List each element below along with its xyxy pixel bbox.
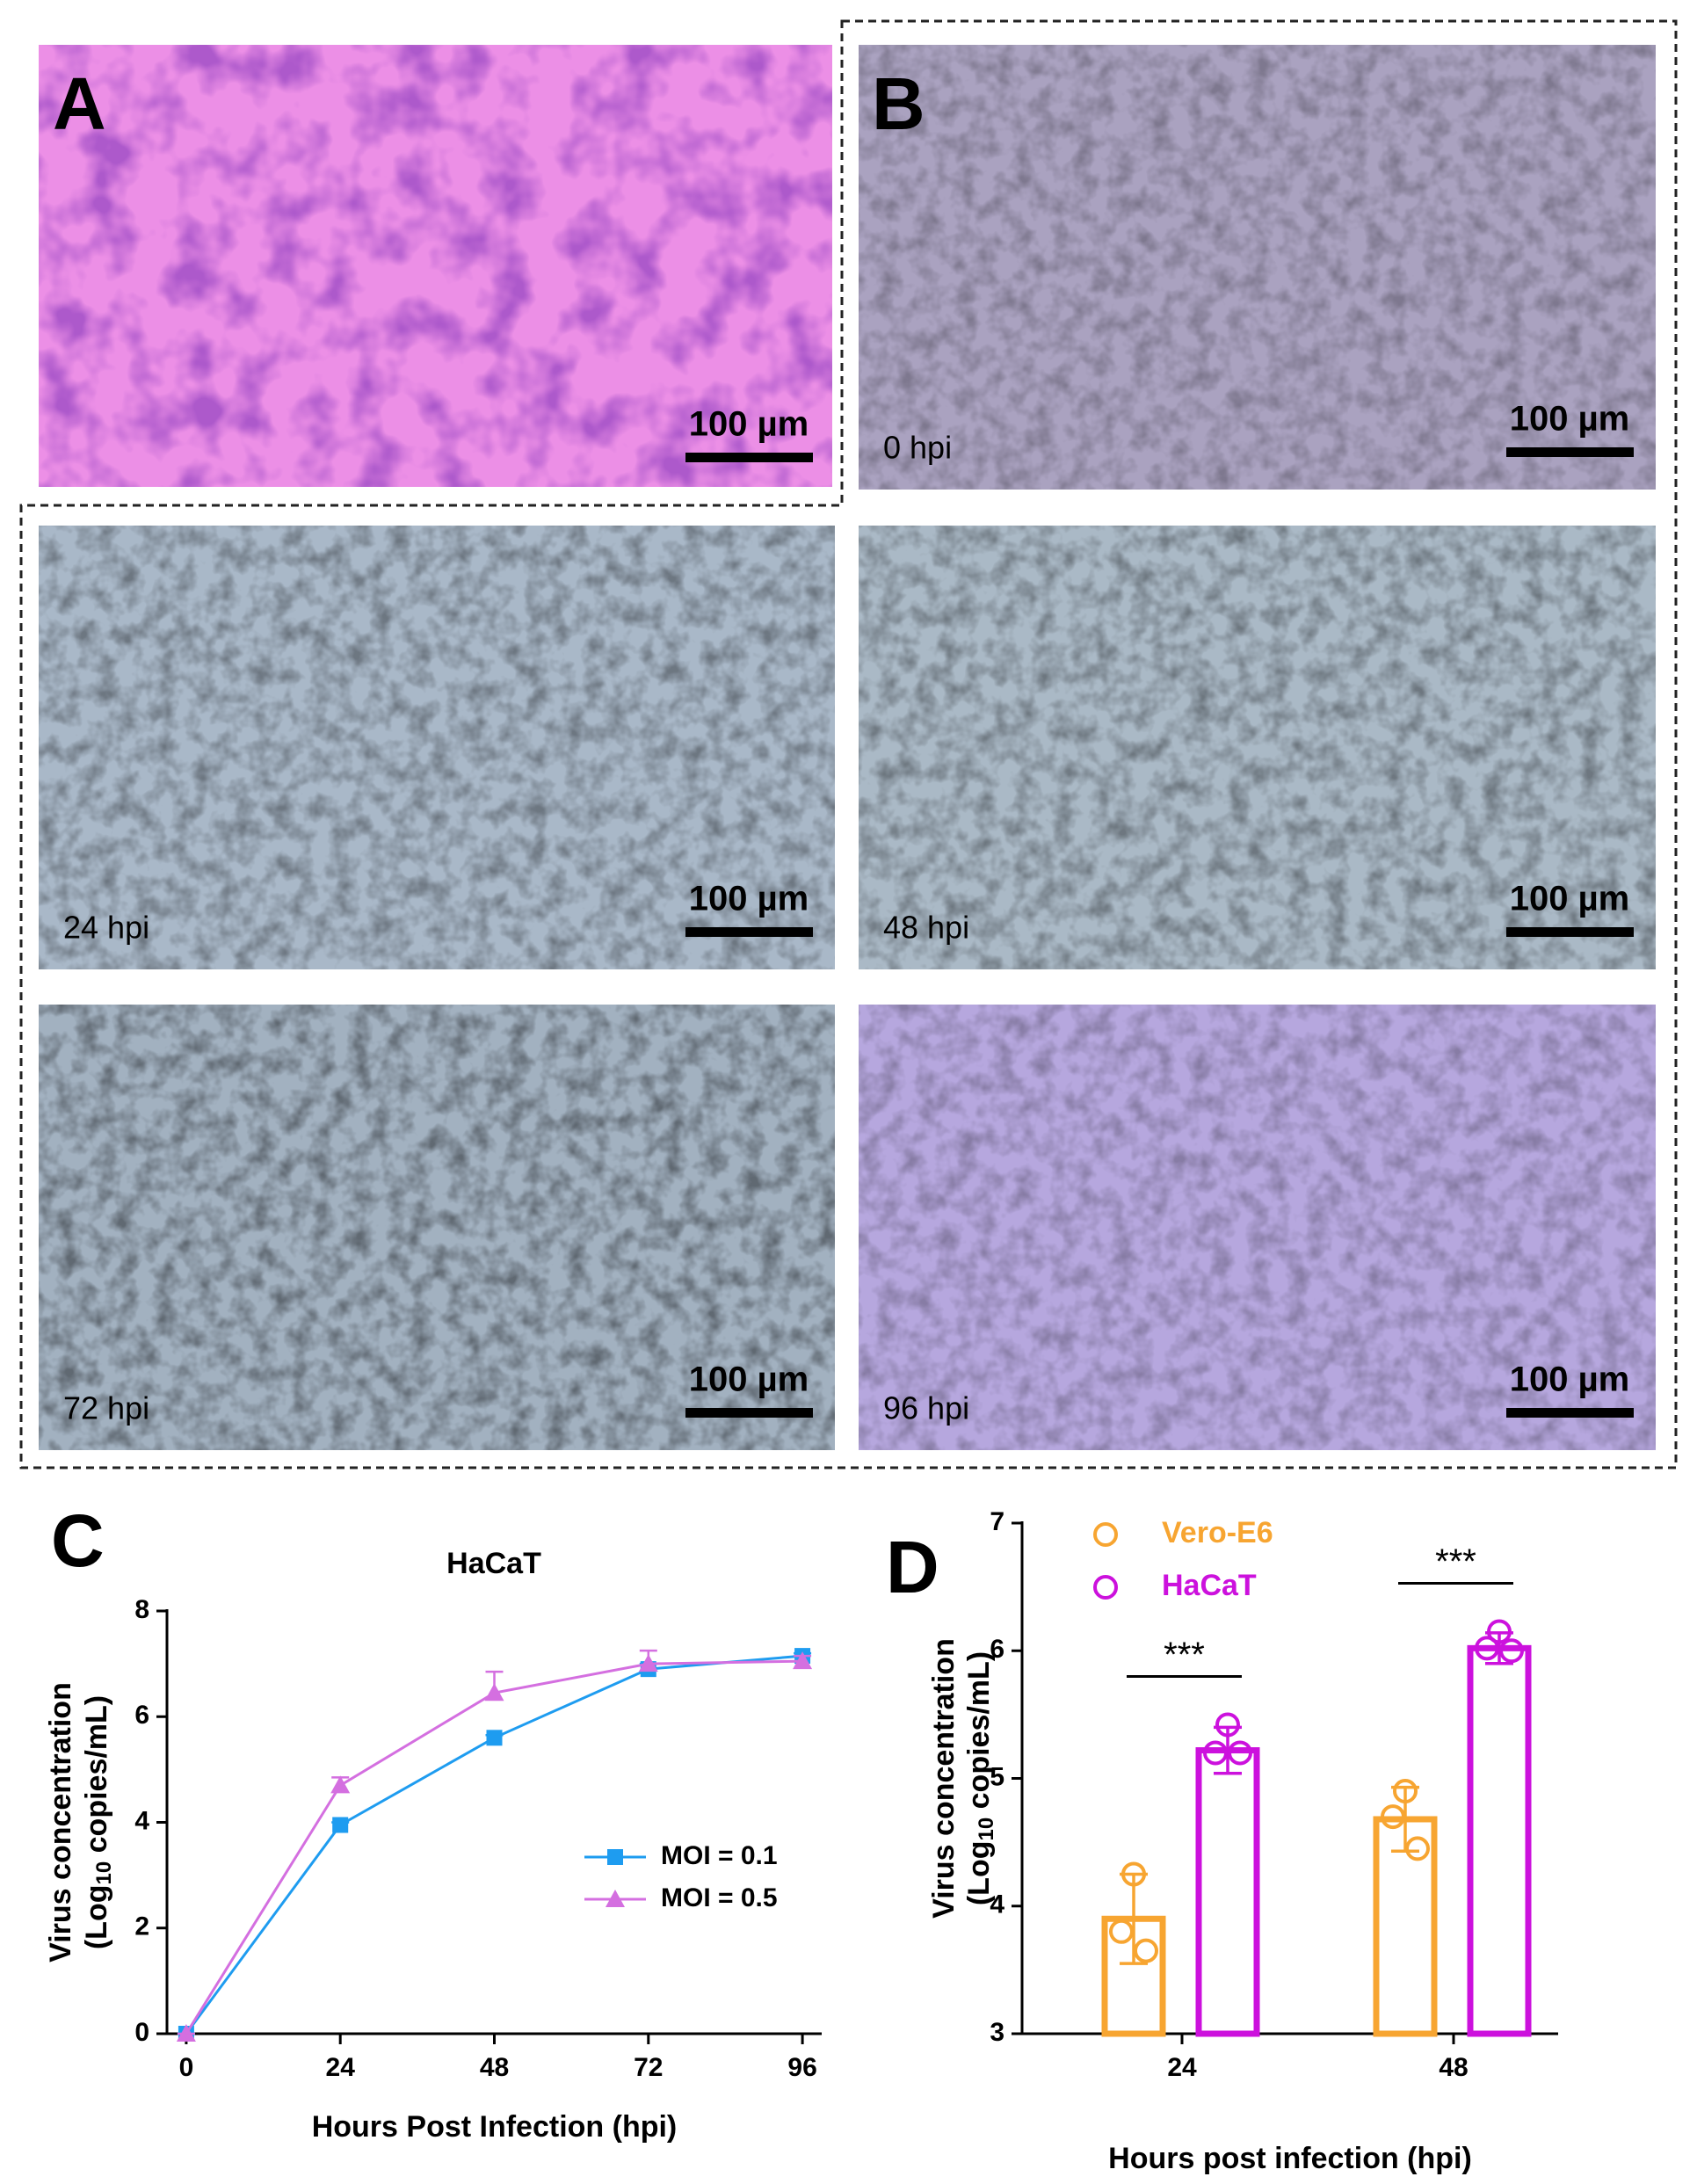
time-label: 48 hpi xyxy=(883,910,969,946)
scale-bar xyxy=(1506,447,1634,457)
x-axis-label: Hours Post Infection (hpi) xyxy=(312,2110,678,2144)
dashed-frame xyxy=(19,19,1678,1469)
micrographs xyxy=(39,45,1656,1450)
panel-label: C xyxy=(51,1499,105,1582)
data-point xyxy=(1121,1861,1146,1887)
marker xyxy=(486,1730,503,1746)
y-axis-label: Virus concentration xyxy=(44,1682,77,1963)
marker xyxy=(484,1683,504,1701)
y-tick-label: 4 xyxy=(990,1890,1004,1919)
data-point xyxy=(1381,1804,1405,1830)
time-label: 72 hpi xyxy=(63,1390,149,1426)
image-texture xyxy=(859,1005,1656,1450)
data-point xyxy=(1228,1740,1252,1766)
x-tick-label: 96 xyxy=(787,2053,816,2082)
y-tick-label: 7 xyxy=(990,1507,1004,1536)
y-tick-label: 0 xyxy=(134,2018,149,2047)
panel-label: A xyxy=(53,62,106,145)
scale-bar-label: 100 µm xyxy=(689,1360,809,1399)
panel-label: D xyxy=(886,1526,939,1608)
y-tick-label: 6 xyxy=(990,1635,1004,1664)
image-a-texture xyxy=(39,45,832,487)
time-label: 24 hpi xyxy=(63,910,149,946)
chart-title: HaCaT xyxy=(446,1547,541,1580)
y-axis-label: (Log10 copies/mL) xyxy=(80,1695,116,1949)
x-tick-label: 72 xyxy=(634,2053,663,2082)
scale-bar-label: 100 µm xyxy=(1510,1360,1629,1399)
x-tick-label: 24 xyxy=(1167,2053,1197,2082)
data-point xyxy=(1475,1636,1499,1661)
time-label: 0 hpi xyxy=(883,430,952,466)
time-label: 96 hpi xyxy=(883,1390,969,1426)
significance-label: *** xyxy=(1164,1636,1205,1674)
y-axis-label: Virus concentration xyxy=(927,1638,961,1919)
panel-label: B xyxy=(872,62,925,145)
scale-bar xyxy=(1506,927,1634,937)
image-texture xyxy=(39,1005,835,1450)
scale-bar xyxy=(1506,1408,1634,1418)
marker xyxy=(330,1775,351,1794)
bar xyxy=(1467,1644,1532,2037)
y-tick-label: 8 xyxy=(134,1595,149,1624)
legend-marker xyxy=(1093,1522,1118,1547)
scale-bar-label: 100 µm xyxy=(689,880,809,918)
legend-marker xyxy=(607,1849,623,1865)
data-point xyxy=(1487,1619,1512,1644)
data-point xyxy=(1203,1740,1228,1766)
marker xyxy=(638,1654,658,1672)
x-tick-label: 48 xyxy=(1439,2053,1468,2082)
scale-bar-label: 100 µm xyxy=(1510,400,1629,439)
x-tick-label: 24 xyxy=(326,2053,356,2082)
x-tick-label: 48 xyxy=(480,2053,509,2082)
y-axis-label-part: (Log xyxy=(80,1885,113,1950)
significance-label: *** xyxy=(1435,1542,1476,1581)
y-axis-label-sub: 10 xyxy=(975,1818,998,1841)
data-point xyxy=(1134,1938,1158,1963)
scale-bar xyxy=(685,927,813,937)
image-texture xyxy=(39,526,835,969)
legend-marker xyxy=(606,1890,625,1907)
y-tick-label: 6 xyxy=(134,1701,149,1730)
y-axis-label-part: copies/mL) xyxy=(962,1651,996,1818)
y-axis-label-part: (Log xyxy=(962,1841,996,1906)
chart-d: D 3 4 5 6 7 24 *** 48 *** Hours post infection (hp… xyxy=(886,1507,1558,2175)
image-labels: 0 hpi 100 µm 24 hpi 100 µm 48 hpi 100 µm 72 hp… xyxy=(63,400,1634,1426)
legend-label: MOI = 0.5 xyxy=(661,1883,778,1912)
data-point xyxy=(1109,1919,1134,1944)
image-texture xyxy=(859,526,1656,969)
y-tick-label: 4 xyxy=(134,1806,149,1835)
marker xyxy=(176,2024,196,2042)
scale-bar xyxy=(685,453,813,462)
data-point xyxy=(1405,1836,1430,1861)
legend-label: HaCaT xyxy=(1162,1569,1257,1602)
data-point xyxy=(1215,1712,1240,1738)
y-tick-label: 5 xyxy=(990,1762,1004,1791)
scale-bar-label: 100 µm xyxy=(1510,880,1629,918)
y-tick-label: 2 xyxy=(134,1912,149,1941)
legend-label: Vero-E6 xyxy=(1162,1516,1273,1549)
legend-label: MOI = 0.1 xyxy=(661,1841,778,1870)
y-axis-label: (Log10 copies/mL) xyxy=(962,1651,998,1905)
y-tick-label: 3 xyxy=(990,2018,1004,2047)
marker xyxy=(332,1817,349,1833)
marker xyxy=(793,1651,813,1670)
bar xyxy=(1195,1747,1260,2037)
y-axis-label-sub: 10 xyxy=(92,1861,116,1885)
scale-bar xyxy=(685,1408,813,1418)
x-axis-label: Hours post infection (hpi) xyxy=(1108,2142,1472,2175)
data-point xyxy=(1499,1638,1524,1664)
y-axis-label-part: copies/mL) xyxy=(80,1695,113,1861)
data-point xyxy=(1393,1779,1418,1804)
x-tick-label: 0 xyxy=(179,2053,194,2082)
scale-bar-label: 100 µm xyxy=(689,405,809,444)
legend-marker xyxy=(1093,1575,1118,1600)
image-texture xyxy=(859,45,1656,490)
